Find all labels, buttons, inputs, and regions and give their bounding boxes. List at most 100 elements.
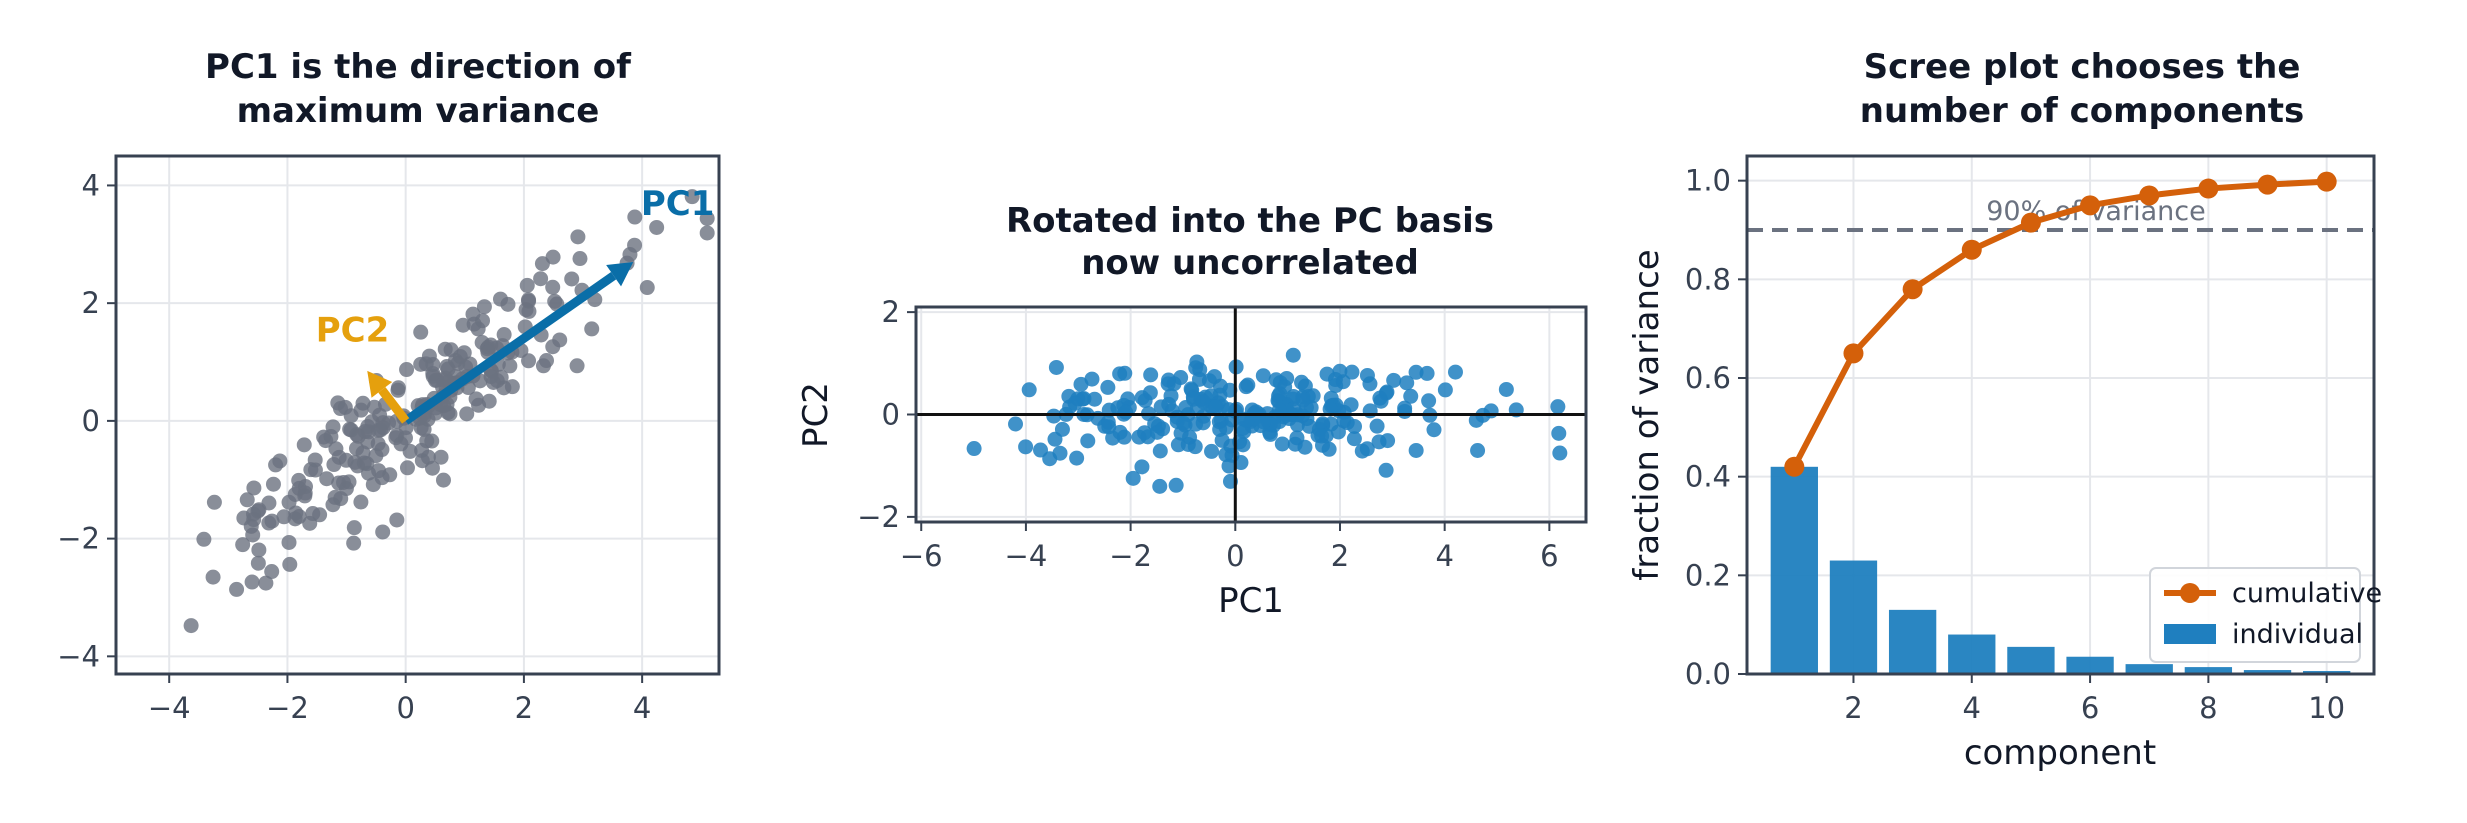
data-point bbox=[1195, 394, 1211, 410]
data-point bbox=[1238, 379, 1254, 395]
data-point bbox=[459, 406, 475, 422]
data-point bbox=[326, 457, 342, 473]
tick-label-x: 6 bbox=[2081, 691, 2099, 725]
data-point bbox=[1255, 368, 1271, 384]
tick-label-y: 0.6 bbox=[1685, 361, 1731, 395]
panel-pca-direction: PC1 is the direction of maximum variance… bbox=[57, 47, 721, 725]
tick-label-y: 0.4 bbox=[1685, 460, 1731, 494]
data-point bbox=[570, 229, 586, 245]
data-point bbox=[1191, 371, 1207, 387]
data-point bbox=[1403, 388, 1419, 404]
data-point bbox=[1180, 436, 1196, 452]
data-point bbox=[265, 476, 281, 492]
data-point bbox=[1314, 428, 1330, 444]
data-point bbox=[1204, 443, 1220, 459]
data-point bbox=[1018, 439, 1034, 455]
data-point bbox=[239, 492, 255, 508]
data-point bbox=[481, 393, 497, 409]
data-point bbox=[250, 555, 266, 571]
panel3-frame bbox=[1745, 154, 2376, 676]
data-point bbox=[325, 419, 341, 435]
data-point bbox=[572, 251, 588, 267]
data-point bbox=[1125, 470, 1141, 486]
panel2-ylabel: PC2 bbox=[796, 382, 836, 448]
tick-label-x: 4 bbox=[1963, 691, 1981, 725]
data-point bbox=[399, 460, 415, 476]
data-point bbox=[347, 454, 363, 470]
data-point bbox=[1369, 418, 1385, 434]
bar-individual bbox=[2007, 646, 2055, 674]
data-point bbox=[1160, 376, 1176, 392]
panel1-points bbox=[183, 189, 715, 634]
data-point bbox=[1052, 445, 1068, 461]
data-point bbox=[1289, 430, 1305, 446]
data-point bbox=[1359, 367, 1375, 383]
data-point bbox=[196, 531, 212, 547]
data-point bbox=[1408, 364, 1424, 380]
data-point bbox=[489, 373, 505, 389]
data-point bbox=[346, 520, 362, 536]
data-point bbox=[1048, 359, 1064, 375]
bar-individual bbox=[2125, 664, 2173, 674]
panel2-title-line1: Rotated into the PC basis bbox=[1006, 201, 1494, 241]
vector-pc2-head bbox=[367, 370, 393, 398]
tick-label-y: −2 bbox=[57, 522, 100, 556]
data-point bbox=[297, 485, 313, 501]
bar-individual bbox=[2066, 656, 2114, 674]
data-point bbox=[1189, 354, 1205, 370]
data-point bbox=[1437, 382, 1453, 398]
data-point bbox=[1208, 399, 1224, 415]
data-point bbox=[1419, 365, 1435, 381]
data-point bbox=[1551, 425, 1567, 441]
legend-label-cumulative: cumulative bbox=[2232, 578, 2382, 609]
data-point bbox=[1386, 372, 1402, 388]
tick-label-y: 4 bbox=[82, 168, 100, 202]
tick-label-y: 0.2 bbox=[1685, 558, 1731, 592]
bar-individual bbox=[2243, 670, 2292, 674]
data-point bbox=[1134, 459, 1150, 475]
tick-label-x: 4 bbox=[633, 691, 651, 725]
tick-label-x: −4 bbox=[148, 691, 191, 725]
data-point bbox=[281, 534, 297, 550]
data-point bbox=[268, 457, 284, 473]
bar-individual bbox=[1829, 560, 1878, 674]
tick-label-x: 6 bbox=[1540, 539, 1558, 573]
data-point bbox=[1378, 462, 1394, 478]
data-point bbox=[413, 324, 429, 340]
data-point bbox=[374, 470, 390, 486]
tick-label-y: 0 bbox=[882, 398, 900, 432]
data-point bbox=[1285, 347, 1301, 363]
data-point bbox=[569, 358, 585, 374]
vector-pc2-shaft bbox=[378, 387, 410, 424]
tick-label-y: −4 bbox=[57, 639, 100, 673]
cumulative-point bbox=[2257, 174, 2278, 195]
data-point bbox=[1399, 375, 1415, 391]
vector-pc1-head bbox=[606, 261, 634, 287]
panel3-ylabel: fraction of variance bbox=[1627, 249, 1667, 580]
data-point bbox=[1447, 364, 1463, 380]
panel3-xlabel: component bbox=[1964, 733, 2156, 773]
data-point bbox=[341, 474, 357, 490]
data-point bbox=[455, 317, 471, 333]
data-point bbox=[205, 569, 221, 585]
tick-label-y: −2 bbox=[857, 500, 900, 534]
data-point bbox=[1100, 379, 1116, 395]
panel2-points bbox=[916, 307, 1586, 522]
cumulative-point bbox=[1784, 456, 1805, 477]
data-point bbox=[390, 382, 406, 398]
data-point bbox=[244, 574, 260, 590]
bar-individual bbox=[1888, 609, 1937, 674]
legend-label-individual: individual bbox=[2232, 619, 2363, 650]
data-point bbox=[1346, 418, 1362, 434]
data-point bbox=[1483, 403, 1499, 419]
panel3-legend: cumulative individual bbox=[2149, 567, 2382, 663]
data-point bbox=[1397, 403, 1413, 419]
vector-pc2-label: PC2 bbox=[316, 310, 390, 350]
data-point bbox=[296, 437, 312, 453]
data-point bbox=[1177, 417, 1193, 433]
cumulative-point bbox=[1902, 279, 1923, 300]
data-point bbox=[318, 433, 334, 449]
data-point bbox=[389, 512, 405, 528]
data-point bbox=[437, 341, 453, 357]
data-point bbox=[375, 524, 391, 540]
